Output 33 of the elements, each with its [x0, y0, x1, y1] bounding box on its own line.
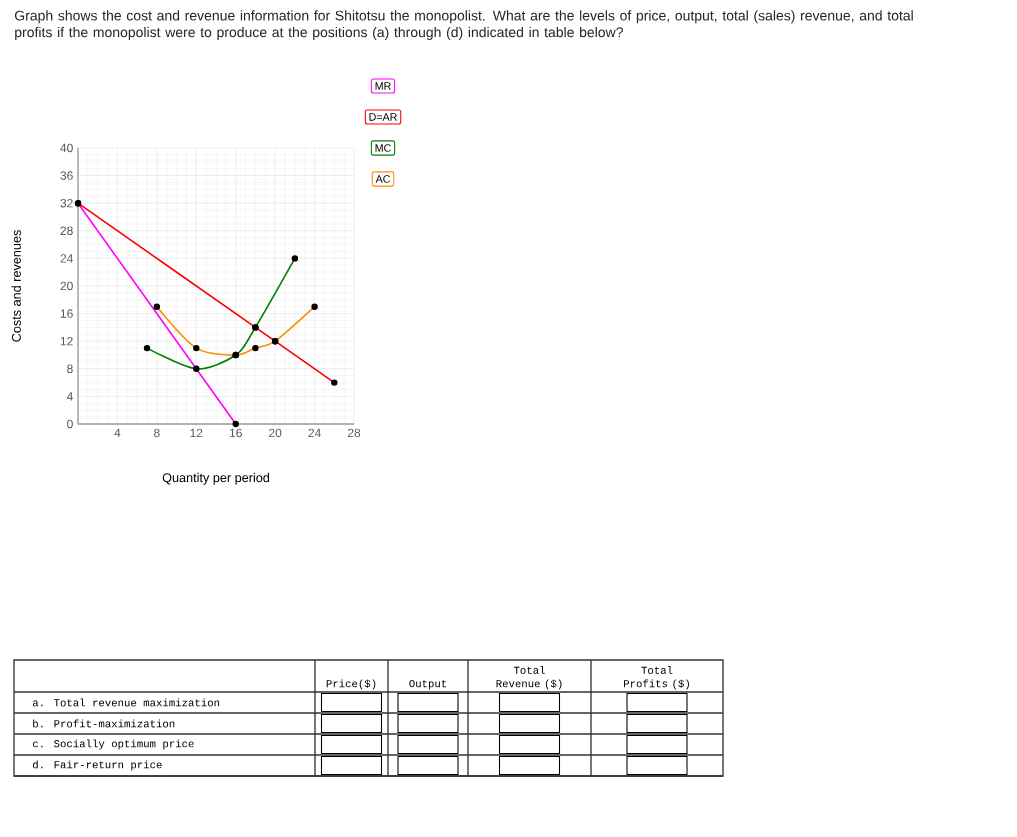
- text: a. Total revenue maximization: [32, 698, 220, 707]
- legend-label: D=AR: [369, 113, 397, 121]
- y-tick-label: 4: [66, 392, 73, 401]
- text: Total Profits ($): [624, 666, 689, 690]
- y-tick-label: 32: [60, 198, 73, 208]
- x-tick-label: 16: [229, 428, 242, 438]
- legend-label: AC: [375, 175, 391, 183]
- text: c. Socially optimum price: [32, 739, 194, 750]
- y-tick-label: 12: [60, 336, 73, 346]
- text: d. Fair-return price: [32, 760, 162, 771]
- y-tick-label: 16: [60, 309, 73, 318]
- text: Output: [409, 680, 447, 690]
- x-tick-label: 4: [114, 428, 121, 437]
- x-tick-label: 24: [308, 428, 321, 438]
- y-tick-label: 40: [60, 143, 73, 153]
- y-tick-label: 8: [67, 364, 73, 374]
- x-tick-label: 28: [347, 428, 361, 438]
- y-tick-label: 28: [60, 226, 73, 236]
- text: Total Revenue ($): [496, 666, 562, 690]
- text: Graph shows the cost and revenue information for Shitotsu the monopolist. What are the levels of price, output, total (sales) revenue, and total profits if the monopolist were to produce at the positions (a) through (d) indicated in table below?: [14, 10, 913, 40]
- y-axis-title: Costs and revenues: [11, 230, 21, 342]
- x-axis-title: Quantity per period: [162, 472, 270, 485]
- text: Price($): [326, 679, 376, 690]
- x-tick-label: 8: [154, 428, 160, 438]
- y-tick-label: 20: [60, 281, 73, 291]
- y-tick-label: 0: [67, 419, 73, 429]
- y-tick-label: 36: [60, 171, 73, 180]
- legend-label: MC: [375, 144, 391, 152]
- x-tick-label: 20: [269, 428, 282, 438]
- y-tick-label: 24: [60, 254, 73, 263]
- text: b. Profit-maximization: [33, 719, 175, 728]
- x-tick-label: 12: [190, 428, 203, 438]
- legend-label: MR: [375, 82, 391, 90]
